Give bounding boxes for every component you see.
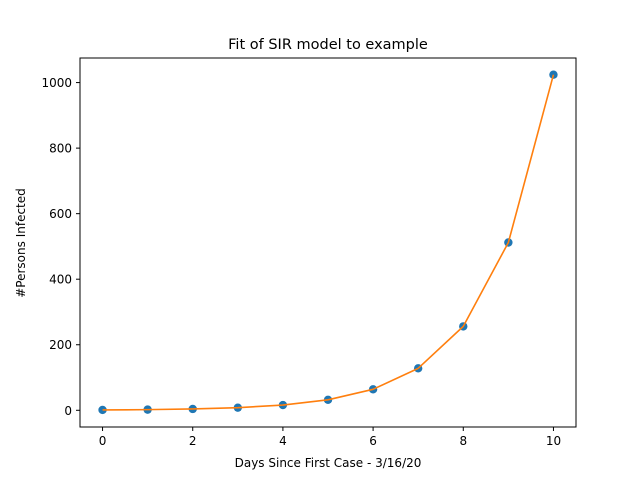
- y-axis-title: #Persons Infected: [14, 188, 28, 298]
- x-axis-title: Days Since First Case - 3/16/20: [235, 456, 422, 470]
- x-tick-label: 10: [546, 434, 561, 448]
- y-tick-label: 1000: [41, 76, 72, 90]
- plot-frame: [79, 57, 577, 428]
- x-tick-label: 6: [369, 434, 377, 448]
- y-tick-label: 400: [49, 273, 72, 287]
- y-axis: 0 200 400 600 800 1000: [41, 76, 80, 418]
- fit-line: [102, 74, 555, 411]
- plot-area: [98, 70, 558, 415]
- y-tick-label: 0: [64, 404, 72, 418]
- x-axis: 0 2 4 6 8 10: [99, 427, 561, 448]
- y-tick-label: 200: [49, 338, 72, 352]
- chart-title: Fit of SIR model to example: [228, 37, 428, 53]
- y-tick-label: 800: [49, 142, 72, 156]
- x-tick-label: 8: [459, 434, 467, 448]
- x-tick-label: 4: [279, 434, 287, 448]
- x-tick-label: 0: [99, 434, 107, 448]
- y-tick-label: 600: [49, 207, 72, 221]
- x-tick-label: 2: [189, 434, 197, 448]
